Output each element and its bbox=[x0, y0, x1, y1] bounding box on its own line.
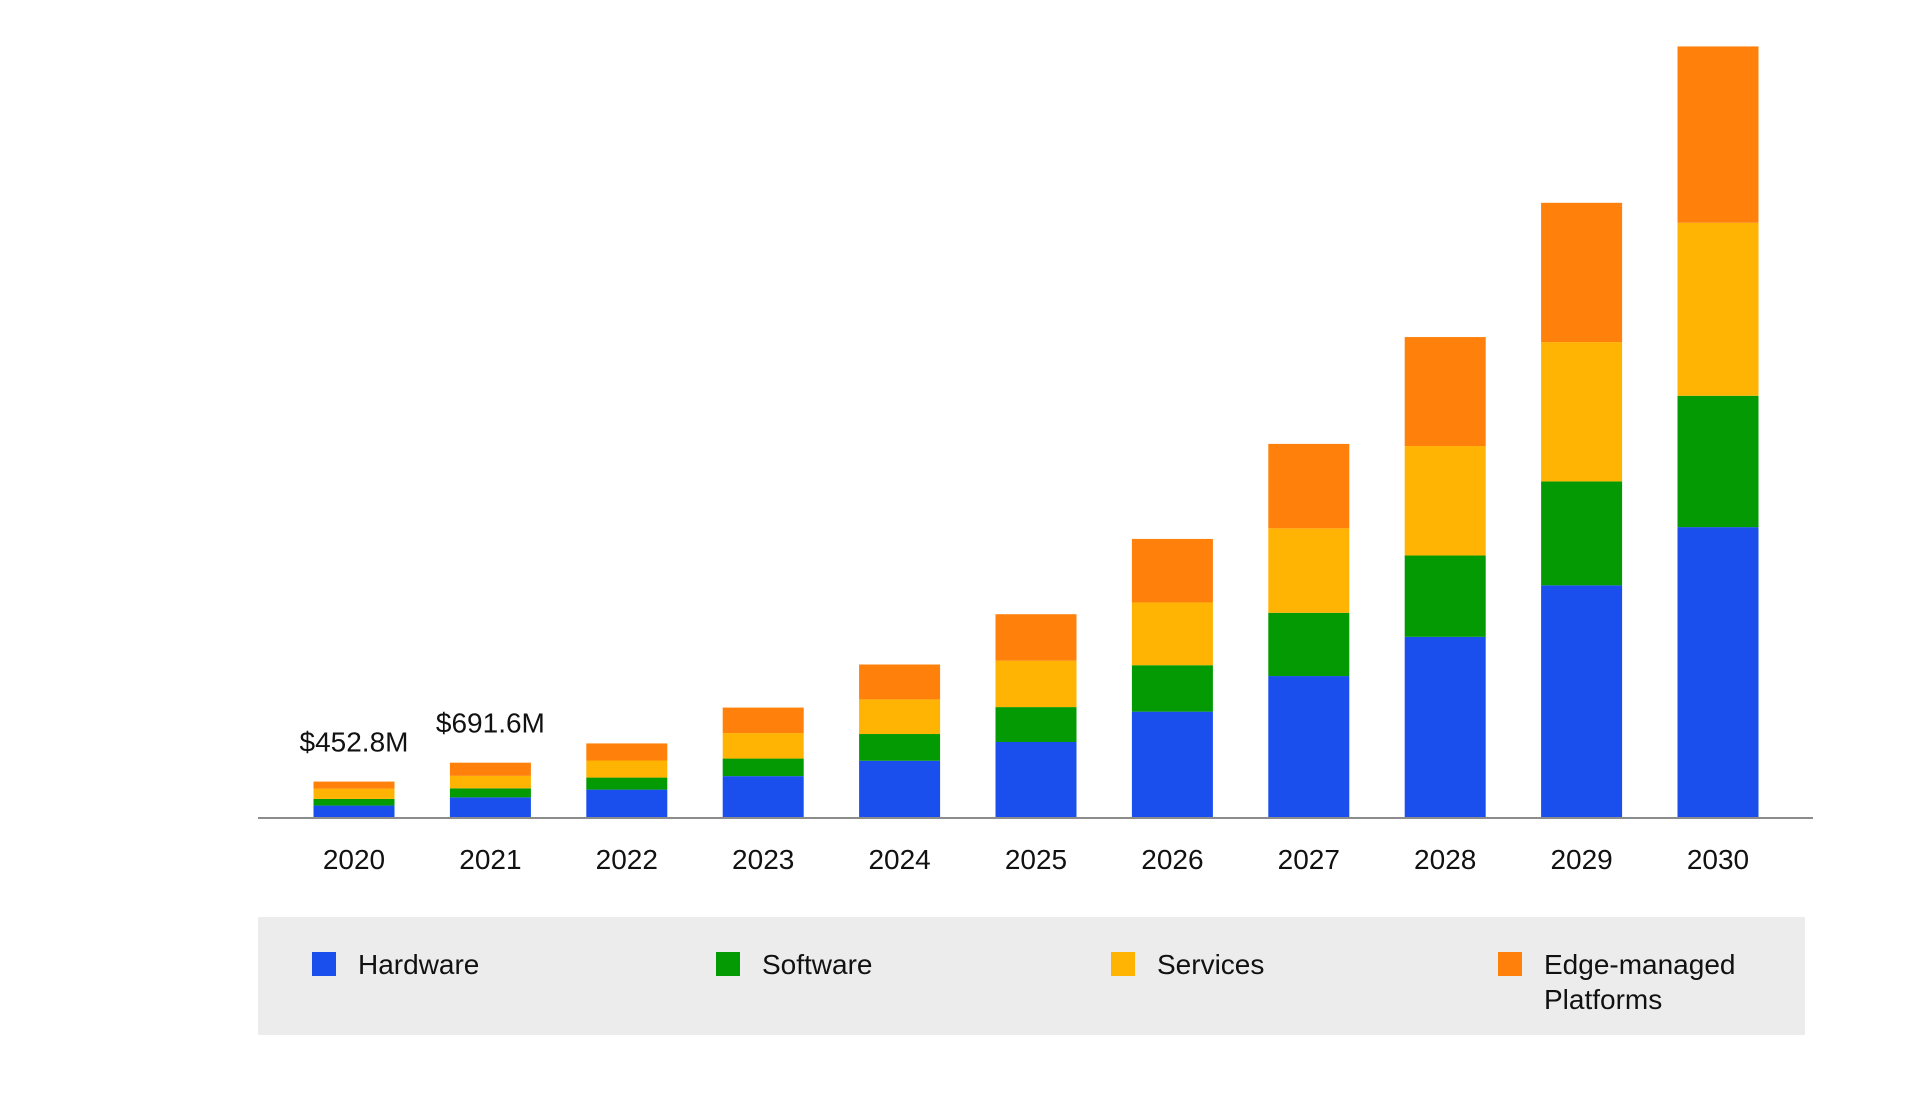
bar-2021-software bbox=[449, 788, 531, 798]
legend-item-hardware: Hardware bbox=[312, 947, 588, 982]
bar-2025-hardware bbox=[995, 741, 1077, 818]
bar-2028-services bbox=[1404, 446, 1486, 556]
bar-2024-edge-managed bbox=[859, 664, 941, 700]
legend-label: Edge-managed Platforms bbox=[1544, 949, 1736, 1015]
bar-2023-edge-managed bbox=[722, 707, 804, 734]
data-labels: $452.8M $691.6M bbox=[300, 708, 545, 758]
bar-2021-services bbox=[449, 775, 531, 789]
x-tick-label: 2023 bbox=[732, 844, 794, 875]
bar-2020-services bbox=[313, 788, 395, 799]
bar-2025-edge-managed bbox=[995, 614, 1077, 661]
bar-2026-services bbox=[1131, 602, 1213, 666]
x-axis-ticks: 2020 2021 2022 2023 2024 2025 2026 2027 2028 2029… bbox=[323, 844, 1749, 875]
bar-2030-edge-managed bbox=[1677, 46, 1759, 223]
bar-2027-hardware bbox=[1268, 676, 1350, 818]
bar-2026-edge-managed bbox=[1131, 538, 1213, 603]
legend-swatch bbox=[716, 952, 740, 976]
x-tick-label: 2028 bbox=[1414, 844, 1476, 875]
data-label-2021: $691.6M bbox=[436, 708, 545, 739]
x-tick-label: 2025 bbox=[1005, 844, 1067, 875]
bar-2024-software bbox=[859, 734, 941, 761]
bar-2022-services bbox=[586, 760, 668, 778]
legend-item-edge-managed: Edge-managed Platforms bbox=[1498, 947, 1774, 1017]
legend-label: Services bbox=[1157, 949, 1265, 980]
legend-item-services: Services bbox=[1111, 947, 1387, 982]
bar-2028-hardware bbox=[1404, 636, 1486, 818]
legend-item-software: Software bbox=[716, 947, 992, 982]
bar-2026-software bbox=[1131, 665, 1213, 712]
bar-2025-services bbox=[995, 660, 1077, 708]
bar-2030-services bbox=[1677, 222, 1759, 396]
bar-2022-hardware bbox=[586, 789, 668, 818]
bar-2029-software bbox=[1541, 481, 1623, 586]
x-tick-label: 2020 bbox=[323, 844, 385, 875]
legend: Hardware Software Services Edge-managed Plat… bbox=[258, 917, 1805, 1035]
bar-2027-edge-managed bbox=[1268, 443, 1350, 529]
bar-2025-software bbox=[995, 707, 1077, 742]
bar-2026-hardware bbox=[1131, 711, 1213, 818]
x-tick-label: 2026 bbox=[1141, 844, 1203, 875]
x-tick-label: 2024 bbox=[868, 844, 930, 875]
legend-swatch bbox=[1111, 952, 1135, 976]
bar-2020-software bbox=[313, 798, 395, 806]
bar-2029-services bbox=[1541, 342, 1623, 482]
bar-2023-software bbox=[722, 758, 804, 777]
x-tick-label: 2030 bbox=[1687, 844, 1749, 875]
x-tick-label: 2021 bbox=[459, 844, 521, 875]
bar-2030-software bbox=[1677, 395, 1759, 528]
legend-label: Software bbox=[762, 949, 873, 980]
bar-2027-software bbox=[1268, 612, 1350, 677]
legend-swatch bbox=[1498, 952, 1522, 976]
bar-2020-hardware bbox=[313, 805, 395, 818]
bar-2022-software bbox=[586, 777, 668, 790]
bar-2023-hardware bbox=[722, 776, 804, 818]
bar-2028-software bbox=[1404, 555, 1486, 637]
bar-2021-hardware bbox=[449, 797, 531, 818]
legend-swatch bbox=[312, 952, 336, 976]
data-label-2020: $452.8M bbox=[300, 727, 409, 758]
bar-2021-edge-managed bbox=[449, 762, 531, 776]
bar-2027-services bbox=[1268, 528, 1350, 613]
bar-2023-services bbox=[722, 733, 804, 759]
bar-2024-hardware bbox=[859, 760, 941, 818]
bars-layer bbox=[313, 46, 1759, 818]
bar-2024-services bbox=[859, 699, 941, 735]
x-tick-label: 2029 bbox=[1550, 844, 1612, 875]
bar-2029-edge-managed bbox=[1541, 202, 1623, 343]
bar-2022-edge-managed bbox=[586, 743, 668, 761]
x-tick-label: 2027 bbox=[1278, 844, 1340, 875]
bar-2029-hardware bbox=[1541, 585, 1623, 818]
bar-2028-edge-managed bbox=[1404, 337, 1486, 447]
x-tick-label: 2022 bbox=[596, 844, 658, 875]
bar-2030-hardware bbox=[1677, 527, 1759, 818]
bar-2020-edge-managed bbox=[313, 781, 395, 789]
legend-label: Hardware bbox=[358, 949, 480, 980]
